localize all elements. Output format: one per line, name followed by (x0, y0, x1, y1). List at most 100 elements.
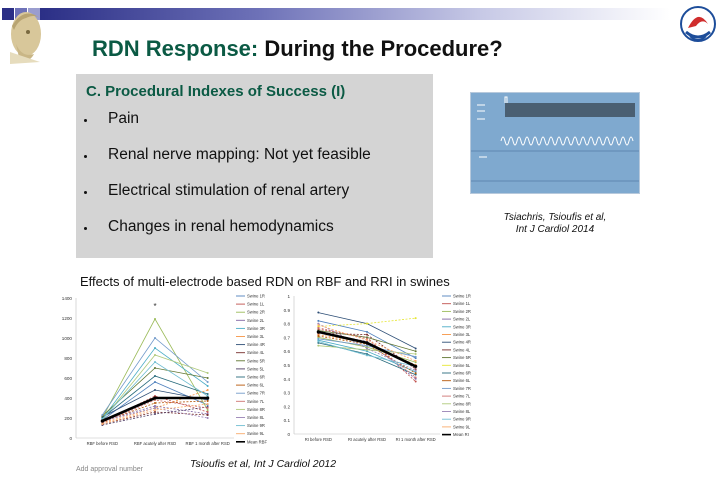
rri-legend-label: Swine 9R (453, 417, 471, 422)
rbf-y-tick-label: 1200 (62, 316, 73, 321)
rbf-legend-label: Swine 1R (247, 294, 265, 299)
rri-y-tick-label: 0.1 (284, 418, 291, 423)
rri-legend-label: Swine 3L (453, 332, 471, 337)
rri-data-point (414, 372, 417, 375)
rri-y-tick-label: 0.5 (284, 363, 291, 368)
rbf-data-point (154, 413, 156, 415)
rri-data-point (414, 370, 417, 373)
rbf-line-chart: 0 200 400 600 800 1000 1200 1400 RBF before RSD R… (62, 294, 268, 447)
rbf-y-tick-label: 600 (64, 376, 72, 381)
rri-legend-label: Swine 6R (453, 371, 471, 376)
rri-data-point (414, 355, 417, 358)
rbf-data-point (206, 377, 209, 379)
rbf-series-line (102, 395, 208, 423)
rbf-data-point (206, 389, 209, 391)
rbf-data-point (206, 414, 209, 416)
rbf-data-point (206, 409, 209, 411)
rri-data-point (414, 368, 417, 371)
rri-legend-label: Swine 8L (453, 409, 471, 414)
rri-data-point (317, 339, 320, 342)
rri-data-point (317, 328, 320, 331)
rbf-legend-label: Swine 6R (247, 375, 265, 380)
rri-data-point (414, 347, 417, 350)
rbf-series-line (102, 389, 208, 424)
hemodynamic-monitor-tracing (470, 92, 640, 194)
rbf-significance-annotation: * (153, 302, 156, 311)
rri-legend-label: Swine 7L (453, 394, 471, 399)
rri-y-tick-label: 0.8 (284, 322, 291, 327)
rri-legend-label: Swine 3R (453, 324, 471, 329)
rbf-legend-label: Mean RBF (247, 439, 267, 444)
rri-legend-label: Swine 9L (453, 424, 471, 429)
rbf-data-point (154, 361, 156, 363)
rri-data-point (316, 330, 320, 334)
rbf-data-point (153, 396, 157, 400)
hellenic-society-emblem (680, 6, 716, 42)
rbf-legend-label: Swine 4L (247, 350, 265, 355)
rri-y-tick-label: 0.4 (284, 377, 291, 382)
rri-data-point (414, 380, 417, 383)
rbf-data-point (154, 375, 156, 377)
rbf-y-tick-label: 800 (64, 356, 72, 361)
rri-y-tick-label: 0.7 (284, 335, 291, 340)
rbf-data-point (206, 400, 209, 402)
rbf-legend-label: Swine 4R (247, 342, 265, 347)
rbf-data-point (154, 409, 156, 411)
rri-legend-label: Swine 1L (453, 301, 471, 306)
rri-legend-label: Swine 4L (453, 347, 471, 352)
rbf-data-point (101, 423, 104, 425)
rbf-y-tick-label: 400 (64, 396, 72, 401)
rbf-data-point (206, 372, 209, 374)
rri-legend-label: Swine 4R (453, 340, 471, 345)
rbf-data-point (206, 403, 209, 405)
rri-legend-label: Mean RI (453, 432, 469, 437)
rri-data-point (366, 336, 368, 339)
rbf-y-tick-label: 1400 (62, 296, 73, 301)
rbf-data-point (206, 411, 209, 413)
rbf-data-point (154, 402, 156, 404)
citation-2012: Tsioufis et al, Int J Cardiol 2012 (190, 458, 337, 470)
rri-data-point (414, 377, 417, 380)
rri-data-point (366, 346, 368, 349)
rbf-legend-label: Swine 2R (247, 310, 265, 315)
rri-data-point (414, 317, 417, 320)
rbf-legend-label: Swine 3L (247, 334, 265, 339)
rri-data-point (317, 344, 320, 347)
rri-data-point (414, 369, 417, 372)
citation-2014-line1: Tsiachris, Tsioufis et al, (503, 212, 607, 223)
rri-data-point (414, 364, 418, 368)
bullet-dot-icon (84, 119, 87, 122)
rbf-data-point (206, 393, 209, 395)
rri-y-tick-label: 1 (287, 294, 290, 299)
rri-x-tick-label: RI before RSD (305, 437, 332, 442)
rri-data-point (366, 344, 368, 347)
rbf-data-point (206, 417, 209, 419)
citation-2014-line2: Int J Cardiol 2014 (515, 224, 595, 235)
rri-data-point (366, 337, 368, 340)
rbf-data-point (154, 407, 156, 409)
rbf-x-tick-label: RBF before RSD (87, 441, 118, 446)
rbf-data-point (206, 396, 210, 400)
rbf-legend-label: Swine 9R (247, 423, 265, 428)
rri-y-tick-label: 0.3 (284, 391, 291, 396)
rbf-legend-label: Swine 9L (247, 431, 265, 436)
rbf-data-point (206, 381, 209, 383)
bullet-dot-icon (84, 191, 87, 194)
rri-data-point (366, 330, 368, 333)
rri-data-point (365, 341, 369, 345)
rri-y-tick-label: 0.2 (284, 404, 291, 409)
rri-data-point (366, 322, 368, 325)
rbf-legend-label: Swine 5L (247, 366, 265, 371)
rbf-legend-label: Swine 7L (247, 399, 265, 404)
rri-legend-label: Swine 7R (453, 386, 471, 391)
bullet-text: Pain (108, 110, 140, 127)
rri-legend-label: Swine 5R (453, 355, 471, 360)
rri-legend-label: Swine 8R (453, 401, 471, 406)
rri-legend-label: Swine 2R (453, 309, 471, 314)
bullet-dot-icon (84, 227, 87, 230)
rri-x-tick-label: RI acutely after RSD (348, 437, 386, 442)
approval-number: Add approval number (76, 466, 143, 473)
effects-caption: Effects of multi-electrode based RDN on … (80, 274, 450, 289)
header-gradient-band (40, 8, 670, 20)
content-box: C. Procedural Indexes of Success (I) Pai… (76, 74, 433, 258)
